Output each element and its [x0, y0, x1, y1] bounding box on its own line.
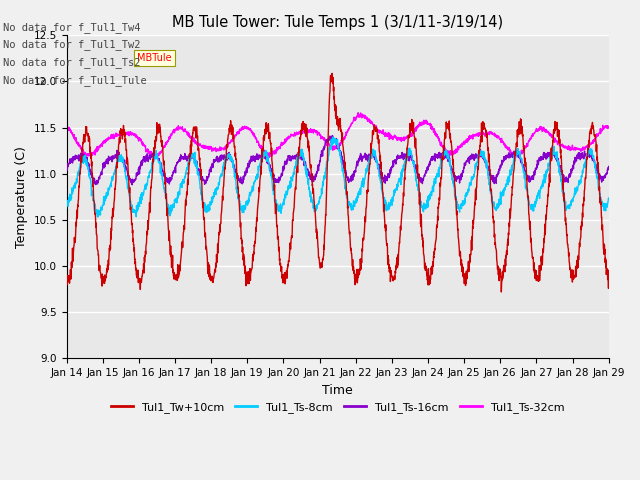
Line: Tul1_Ts-8cm: Tul1_Ts-8cm — [67, 137, 609, 217]
Tul1_Ts-32cm — [511, 156, 519, 161]
Tul1_Ts-16cm — [129, 182, 136, 188]
Tul1_Ts-16cm — [589, 155, 597, 161]
X-axis label: Time: Time — [323, 384, 353, 396]
Tul1_Ts-32cm — [589, 137, 597, 143]
Tul1_Ts-32cm — [326, 144, 334, 149]
Legend: Tul1_Tw+10cm, Tul1_Ts-8cm, Tul1_Ts-16cm, Tul1_Ts-32cm: Tul1_Tw+10cm, Tul1_Ts-8cm, Tul1_Ts-16cm,… — [106, 397, 569, 417]
Tul1_Ts-8cm — [589, 153, 597, 159]
Tul1_Tw+10cm — [328, 71, 336, 76]
Text: No data for f_Tul1_Tw2: No data for f_Tul1_Tw2 — [3, 39, 141, 50]
Tul1_Tw+10cm — [312, 223, 319, 228]
Tul1_Tw+10cm — [63, 280, 70, 286]
Tul1_Ts-16cm — [490, 179, 498, 185]
Tul1_Ts-16cm — [312, 173, 320, 179]
Tul1_Ts-32cm — [355, 110, 362, 116]
Text: No data for f_Tul1_Ts2: No data for f_Tul1_Ts2 — [3, 57, 141, 68]
Text: No data for f_Tul1_Tule: No data for f_Tul1_Tule — [3, 75, 147, 86]
Tul1_Ts-16cm — [326, 136, 334, 142]
Line: Tul1_Ts-16cm: Tul1_Ts-16cm — [67, 136, 609, 185]
Tul1_Ts-8cm — [63, 205, 70, 211]
Title: MB Tule Tower: Tule Temps 1 (3/1/11-3/19/14): MB Tule Tower: Tule Temps 1 (3/1/11-3/19… — [172, 15, 503, 30]
Text: No data for f_Tul1_Tw4: No data for f_Tul1_Tw4 — [3, 22, 141, 33]
Tul1_Ts-8cm — [329, 134, 337, 140]
Tul1_Ts-32cm — [605, 124, 612, 130]
Tul1_Ts-32cm — [589, 137, 597, 143]
Tul1_Ts-16cm — [605, 164, 612, 169]
Tul1_Ts-16cm — [329, 133, 337, 139]
Tul1_Ts-8cm — [326, 144, 334, 149]
Tul1_Tw+10cm — [605, 267, 612, 273]
Tul1_Ts-32cm — [312, 130, 319, 135]
Tul1_Ts-8cm — [589, 154, 597, 160]
Tul1_Ts-32cm — [63, 124, 70, 130]
Tul1_Tw+10cm — [497, 289, 505, 295]
Line: Tul1_Tw+10cm: Tul1_Tw+10cm — [67, 73, 609, 292]
Tul1_Tw+10cm — [589, 123, 597, 129]
Tul1_Tw+10cm — [490, 217, 497, 223]
Tul1_Ts-8cm — [605, 195, 612, 201]
Tul1_Tw+10cm — [589, 127, 597, 132]
Tul1_Ts-16cm — [589, 157, 597, 163]
Tul1_Ts-8cm — [490, 199, 498, 205]
Text: MBTule: MBTule — [137, 53, 172, 63]
Tul1_Ts-16cm — [63, 165, 70, 170]
Y-axis label: Temperature (C): Temperature (C) — [15, 146, 28, 248]
Tul1_Ts-8cm — [90, 199, 98, 205]
Tul1_Ts-32cm — [90, 150, 98, 156]
Tul1_Tw+10cm — [90, 200, 98, 205]
Tul1_Ts-32cm — [490, 132, 497, 137]
Tul1_Tw+10cm — [326, 81, 334, 86]
Tul1_Ts-8cm — [312, 208, 320, 214]
Line: Tul1_Ts-32cm: Tul1_Ts-32cm — [67, 113, 609, 158]
Tul1_Ts-16cm — [90, 181, 98, 187]
Tul1_Ts-8cm — [94, 214, 102, 220]
